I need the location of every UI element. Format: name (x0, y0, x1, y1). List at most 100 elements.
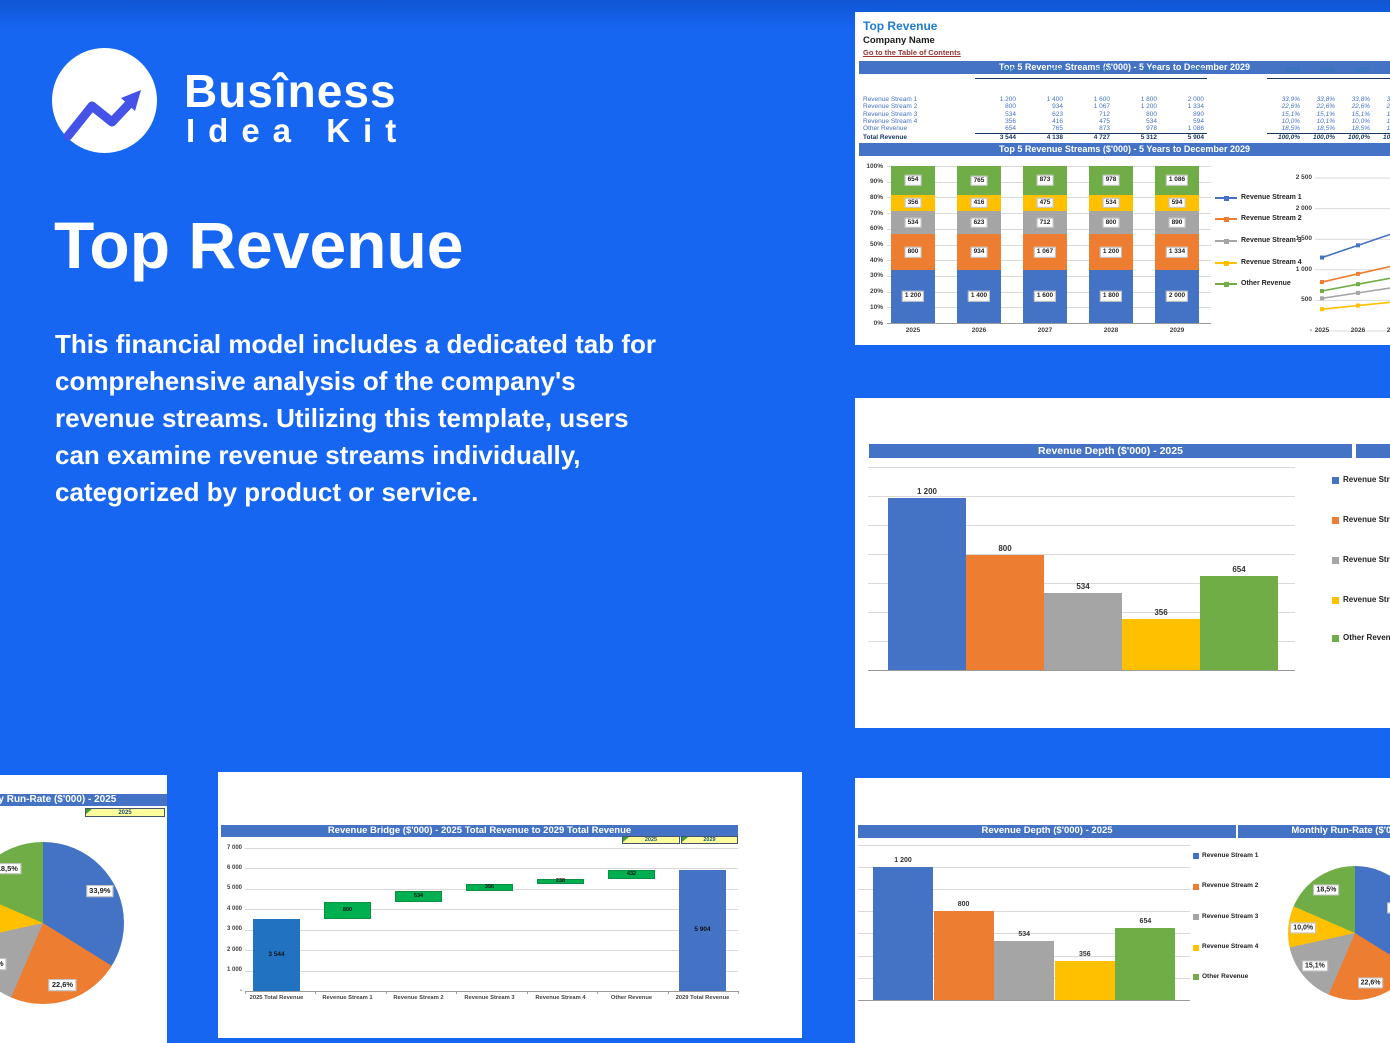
segment-value-label: 1 600 (1033, 291, 1057, 302)
x-axis-label: 2027 (1386, 327, 1390, 334)
segment-value-label: 534 (904, 217, 922, 228)
segment-value-label: 1 200 (1099, 246, 1123, 258)
bar-value-label: 534 (1018, 930, 1031, 938)
y-axis-label: 0% (873, 319, 883, 327)
gridline (245, 950, 738, 952)
y-axis-label: 40% (869, 256, 883, 264)
segment-value-label: 1 800 (1099, 291, 1123, 302)
stacked-bar-chart: 100% 90% 80% 70% 60% 50% 40% 30% 20% 10% 0% 1 200 80… (855, 12, 1390, 345)
table-value: 800 (1005, 103, 1016, 111)
brand-tagline: Idea Kit (186, 112, 410, 149)
axis-tick (456, 991, 458, 994)
y-axis-label: 70% (869, 209, 883, 217)
legend-swatch (1193, 914, 1199, 920)
table-value: 890 (1193, 110, 1204, 118)
legend-label: Other Revenue (1241, 279, 1291, 287)
depth-bar (966, 555, 1044, 670)
y-axis-label: 10% (869, 303, 883, 311)
depth-bar (1122, 618, 1200, 670)
table-year-header: 2026 (1048, 67, 1063, 74)
y-axis-label: 90% (869, 178, 883, 186)
bridge-bar-label: 238 (555, 877, 566, 884)
gridline (858, 844, 1190, 846)
pie-slice-label: 22,6% (48, 979, 77, 991)
segment-value-label: 800 (1102, 217, 1120, 228)
table-row-label: Revenue Stream 4 (863, 117, 918, 125)
spreadsheet-panel-top: Top Revenue Company Name Go to the Table… (855, 12, 1390, 345)
legend-label: Revenue Stream 1 (1241, 193, 1302, 201)
segment-value-label: 1 067 (1033, 246, 1057, 258)
table-total-value: 5 312 (1140, 134, 1157, 141)
table-pct-value: 22,6% (1281, 103, 1300, 111)
table-value: 534 (1146, 117, 1157, 125)
legend-label: Revenue Stream 2 (1241, 214, 1302, 222)
table-total-pct: 100,0% (1347, 134, 1370, 141)
gridline (858, 911, 1190, 913)
y-axis-label: 2 000 (226, 946, 242, 953)
table-pct-value: 18,4% (1386, 125, 1390, 133)
y-axis-label: 2 000 (1295, 204, 1312, 212)
bridge-bar (537, 879, 584, 885)
monthly-run-rate-pie-chart: 33,9% 22,6% 15,1% 10,0% 18,5% (855, 778, 1390, 1043)
table-value: 978 (1146, 125, 1157, 133)
bridge-bar (608, 870, 655, 880)
x-axis-label: 2026 (1350, 327, 1366, 334)
table-pct-value: 33,9% (1386, 96, 1390, 103)
bar-value-label: 800 (957, 901, 970, 909)
selector-value: 2025 (644, 836, 658, 843)
table-pct-value: 33,9% (1281, 96, 1300, 103)
table-total-value: 4 138 (1046, 134, 1063, 141)
table-total-pct: 100,0% (1277, 134, 1300, 141)
y-axis-label: 1 000 (1295, 265, 1312, 273)
table-of-contents-link[interactable]: Go to the Table of Contents (863, 48, 961, 57)
x-axis-label: 2025 (905, 327, 921, 334)
table-value: 1 200 (999, 96, 1016, 103)
bridge-bar-label: 800 (342, 906, 353, 913)
table-value: 475 (1099, 117, 1110, 125)
table-pct-value: 15,1% (1386, 110, 1390, 118)
legend-swatch (1332, 634, 1339, 642)
x-axis-label: Revenue Stream 4 (535, 994, 586, 1001)
table-pct-value: 10,1% (1386, 117, 1390, 125)
y-axis-label: 500 (1301, 296, 1312, 304)
bar-value-label: 356 (1154, 607, 1168, 617)
table-total-value: 5 904 (1187, 134, 1204, 141)
legend-label: Revenue Stream 3 (1343, 555, 1390, 564)
run-rate-panel: Monthly Run-Rate ($'000) - 2025 2025 33,… (0, 775, 167, 1043)
selector-corner-icon (86, 809, 92, 814)
y-axis-label: 1 500 (1295, 235, 1312, 243)
depth-title-bar: Revenue Depth ($'000) - 2025 (858, 825, 1236, 838)
bar-value-label: 800 (998, 544, 1012, 554)
legend-swatch (1332, 516, 1339, 524)
table-pct-value: 33,8% (1351, 96, 1370, 103)
from-year-selector-cell[interactable]: 2025 (622, 835, 680, 844)
depth-bar (1044, 593, 1122, 670)
table-value: 800 (1146, 110, 1157, 118)
table-pct-value: 18,5% (1351, 125, 1370, 133)
segment-value-label: 1 400 (967, 291, 991, 302)
table-pct-year-header: 2027 (1355, 67, 1370, 74)
gridline (868, 670, 1295, 671)
x-axis-label: 2029 Total Revenue (675, 994, 730, 1001)
year-selector-cell[interactable]: 2025 (85, 808, 165, 817)
revenue-depth-chart: 1 200 800 534 356 654 (855, 398, 1390, 728)
bridge-bar-label: 534 (413, 893, 424, 900)
y-axis-label: 80% (869, 193, 883, 201)
x-axis-label: 2026 (971, 327, 987, 334)
to-year-selector-cell[interactable]: 2029 (681, 835, 738, 844)
table-row-label: Revenue Stream 1 (863, 96, 918, 103)
revenue-depth-chart: 1 200 800 534 356 654 (855, 778, 1390, 1043)
legend-swatch (1332, 596, 1339, 604)
legend-label: Other Revenue (1202, 972, 1249, 980)
x-axis-label: 2025 Total Revenue (249, 994, 304, 1001)
gridline (245, 868, 738, 870)
gridline (245, 970, 738, 972)
segment-value-label: 1 334 (1165, 246, 1189, 258)
y-axis-label: 7 000 (226, 844, 242, 851)
axis-tick (526, 991, 528, 994)
segment-value-label: 978 (1102, 175, 1120, 186)
bridge-bar (324, 902, 371, 919)
axis-tick (385, 991, 387, 994)
